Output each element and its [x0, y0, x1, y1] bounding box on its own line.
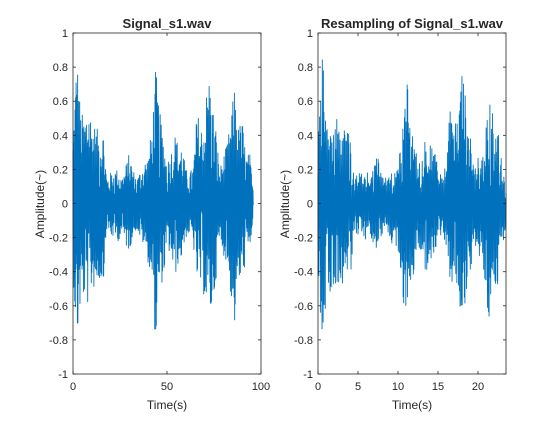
- x-tick-label: 0: [315, 381, 321, 393]
- y-tick-label: -1: [58, 369, 68, 381]
- y-tick-label: 0.4: [298, 130, 313, 142]
- subplot-title: Resampling of Signal_s1.wav: [321, 16, 504, 31]
- y-tick-label: -0.6: [294, 301, 313, 313]
- x-tick-label: 15: [432, 381, 444, 393]
- x-tick-label: 20: [472, 381, 484, 393]
- y-axis-label: Amplitude(~): [278, 170, 292, 238]
- subplot-title: Signal_s1.wav: [123, 16, 213, 31]
- y-tick-label: -1: [303, 369, 313, 381]
- x-axis-label: Time(s): [392, 398, 432, 412]
- y-tick-label: 0.8: [53, 62, 68, 74]
- y-tick-label: -0.2: [49, 233, 68, 245]
- y-tick-label: 0.2: [53, 164, 68, 176]
- x-axis-label: Time(s): [147, 398, 187, 412]
- subplot-resampled: Resampling of Signal_s1.wav Time(s) Ampl…: [278, 16, 507, 412]
- y-tick-label: 0: [307, 199, 313, 211]
- subplot-signal: Signal_s1.wav Time(s) Amplitude(~) -1 -0.…: [33, 16, 270, 412]
- y-tick-label: 0.4: [53, 130, 68, 142]
- y-tick-label: 0.6: [53, 96, 68, 108]
- y-tick-label: 1: [307, 28, 313, 40]
- signal-waveform: [317, 59, 507, 330]
- x-tick-label: 10: [392, 381, 404, 393]
- x-tick-label: 100: [252, 381, 270, 393]
- y-tick-label: -0.8: [49, 335, 68, 347]
- y-tick-label: 1: [62, 28, 68, 40]
- x-tick-label: 5: [355, 381, 361, 393]
- y-tick-label: 0.8: [298, 62, 313, 74]
- y-tick-label: 0.2: [298, 164, 313, 176]
- y-tick-label: -0.8: [294, 335, 313, 347]
- y-tick-label: 0: [62, 199, 68, 211]
- y-tick-label: -0.4: [294, 267, 313, 279]
- x-tick-label: 50: [161, 381, 173, 393]
- y-tick-label: -0.6: [49, 301, 68, 313]
- y-tick-label: -0.2: [294, 233, 313, 245]
- y-axis-label: Amplitude(~): [33, 170, 47, 238]
- signal-waveform: [72, 71, 254, 330]
- y-tick-label: -0.4: [49, 267, 68, 279]
- x-tick-label: 0: [70, 381, 76, 393]
- y-tick-label: 0.6: [298, 96, 313, 108]
